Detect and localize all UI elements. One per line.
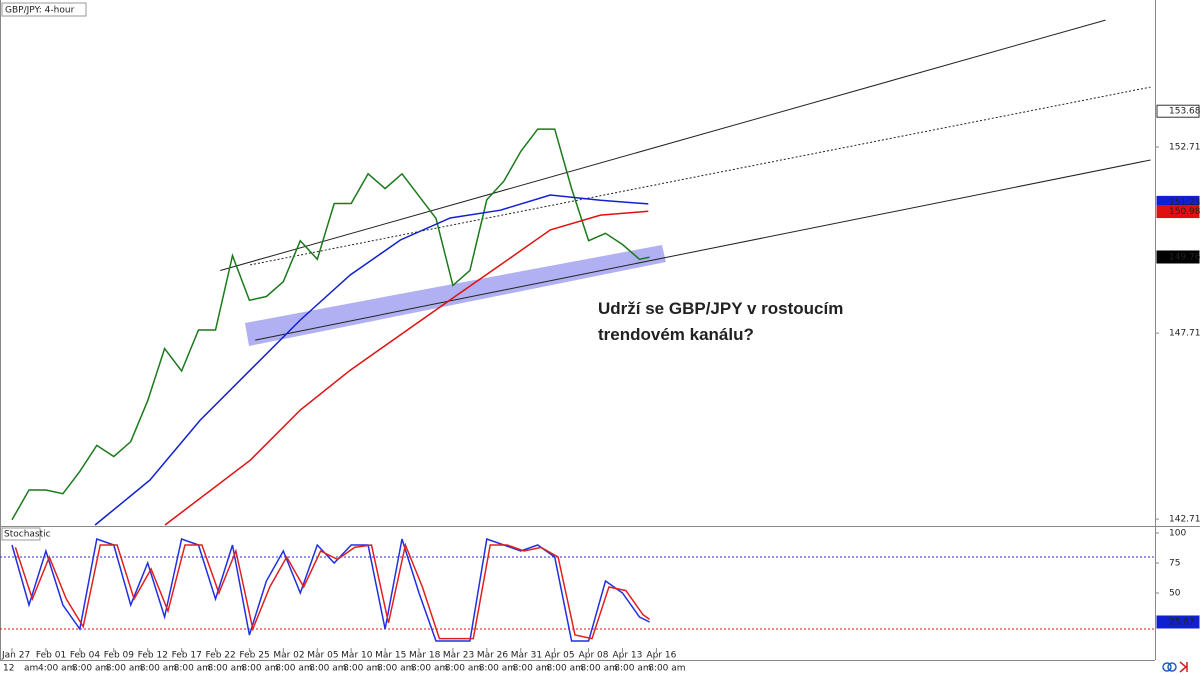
x-tick-label: Feb 01 bbox=[36, 651, 66, 661]
stochastic-panel: 50 75 100 25.87 bbox=[0, 529, 1200, 642]
link-icon[interactable] bbox=[1162, 662, 1172, 672]
x-sublabel: 8:00 am bbox=[411, 664, 448, 674]
x-sublabel: 8:00 am bbox=[580, 664, 617, 674]
scroll-icon[interactable] bbox=[1179, 661, 1188, 673]
trendline bbox=[255, 159, 1151, 341]
x-sublabel: 8:00 am bbox=[479, 664, 516, 674]
price-marker-label: 151.231 bbox=[1169, 198, 1200, 208]
x-tick-label: Mar 02 bbox=[273, 651, 304, 661]
x-tick-label: Feb 25 bbox=[239, 651, 269, 661]
x-sublabel: 8:00 am bbox=[547, 664, 584, 674]
x-tick-label: Feb 22 bbox=[206, 651, 236, 661]
x-sublabel: 8:00 am bbox=[174, 664, 211, 674]
x-sublabel: 8:00 am bbox=[343, 664, 380, 674]
price-marker-label: 25.87 bbox=[1169, 617, 1195, 627]
price-panel: 142.718 147.718 152.718 153.681 151.231150.9… bbox=[11, 19, 1200, 526]
x-tick-label: Feb 17 bbox=[172, 651, 202, 661]
series-line bbox=[14, 542, 651, 640]
price-marker bbox=[1156, 615, 1200, 629]
series-line bbox=[94, 194, 649, 526]
x-tick-label: Apr 16 bbox=[646, 651, 676, 661]
x-sublabel: 8:00 am bbox=[377, 664, 414, 674]
x-tick-label: Apr 08 bbox=[579, 651, 609, 661]
x-sublabel: 4:00 am bbox=[38, 664, 75, 674]
x-tick-label: Apr 05 bbox=[545, 651, 575, 661]
x-tick-label: Mar 23 bbox=[443, 651, 474, 661]
x-tick-label: Jan 27 bbox=[1, 651, 30, 661]
y-tick-label: 75 bbox=[1169, 559, 1180, 569]
series-line bbox=[164, 210, 649, 526]
x-sublabel: 8:00 am bbox=[140, 664, 177, 674]
series-line bbox=[11, 537, 650, 642]
trendline bbox=[250, 86, 1151, 266]
x-tick-label: Mar 18 bbox=[409, 651, 441, 661]
y-tick-label: 152.718 bbox=[1169, 143, 1200, 153]
x-tick-label: Feb 09 bbox=[104, 651, 135, 661]
price-marker bbox=[1156, 104, 1200, 118]
price-marker-label: 149.763 bbox=[1169, 252, 1200, 262]
x-sublabel: 8:00 am bbox=[241, 664, 278, 674]
x-tick-label: Mar 15 bbox=[375, 651, 406, 661]
title-box bbox=[1, 2, 87, 17]
trendline bbox=[220, 19, 1106, 271]
x-tick-label: Mar 26 bbox=[477, 651, 509, 661]
toolbar-icons[interactable] bbox=[1162, 661, 1188, 673]
x-tick-label: Feb 12 bbox=[138, 651, 168, 661]
y-tick-label: 147.718 bbox=[1169, 329, 1200, 339]
x-tick-label: Mar 31 bbox=[511, 651, 542, 661]
x-sublabel: 8:00 am bbox=[72, 664, 109, 674]
link-icon[interactable] bbox=[1167, 662, 1177, 672]
series-line bbox=[11, 128, 650, 521]
x-sublabel: am bbox=[24, 664, 38, 674]
x-sublabel: 8:00 am bbox=[275, 664, 312, 674]
annotation: trendovém kanálu? bbox=[598, 325, 754, 344]
indicator-box bbox=[1, 527, 41, 541]
x-sublabel: 8:00 am bbox=[648, 664, 685, 674]
x-tick-label: Feb 04 bbox=[70, 651, 101, 661]
y-tick-label: 142.718 bbox=[1169, 515, 1200, 525]
price-marker-label: 153.681 bbox=[1169, 107, 1200, 117]
price-marker bbox=[1156, 250, 1200, 264]
x-sublabel: 12 bbox=[3, 664, 14, 674]
annotation: Udrží se GBP/JPY v rostoucím bbox=[598, 299, 843, 318]
x-sublabel: 8:00 am bbox=[614, 664, 651, 674]
x-tick-label: Mar 05 bbox=[307, 651, 338, 661]
x-tick-label: Apr 13 bbox=[613, 651, 643, 661]
x-sublabel: 8:00 am bbox=[445, 664, 482, 674]
indicator-title: Stochastic bbox=[4, 530, 51, 540]
chart-title: GBP/JPY: 4-hour bbox=[5, 6, 75, 16]
x-tick-label: Mar 10 bbox=[341, 651, 373, 661]
y-tick-label: 100 bbox=[1169, 529, 1186, 539]
x-sublabel: 8:00 am bbox=[309, 664, 346, 674]
price-marker bbox=[1156, 205, 1200, 219]
x-sublabel: 8:00 am bbox=[106, 664, 143, 674]
y-tick-label: 50 bbox=[1169, 589, 1181, 599]
x-sublabel: 8:00 am bbox=[513, 664, 550, 674]
x-sublabel: 8:00 am bbox=[208, 664, 245, 674]
price-marker-label: 150.984 bbox=[1169, 207, 1200, 217]
